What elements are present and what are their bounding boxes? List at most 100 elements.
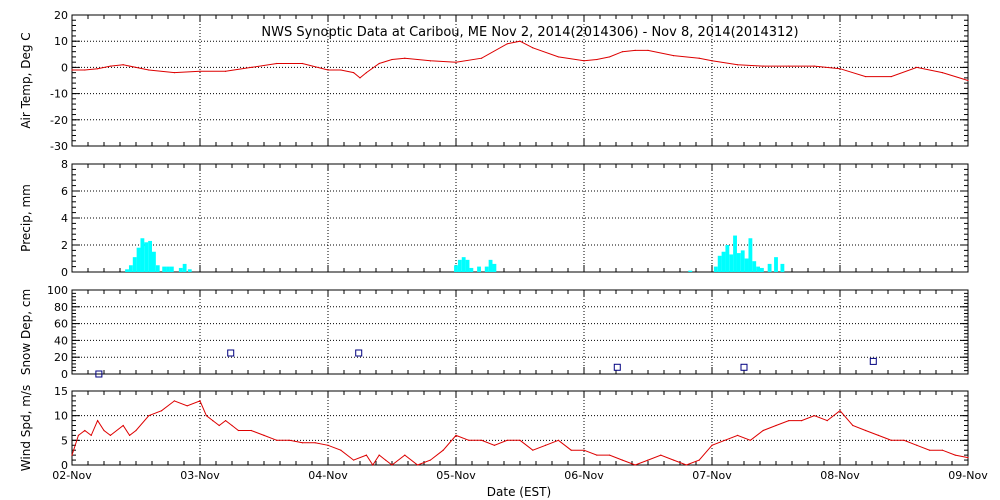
data-point — [570, 449, 572, 451]
precip-bar — [140, 238, 145, 272]
precip-bar — [152, 251, 156, 272]
data-point — [519, 40, 521, 42]
data-point — [621, 51, 624, 53]
data-point — [583, 449, 585, 451]
data-point — [890, 439, 892, 441]
data-point — [289, 439, 291, 441]
data-point — [250, 429, 252, 432]
data-point — [122, 424, 124, 427]
data-point — [365, 454, 367, 456]
data-point — [647, 49, 649, 51]
precip-bar — [744, 258, 749, 272]
data-point — [532, 47, 534, 49]
data-point — [941, 449, 944, 451]
x-tick-label: 05-Nov — [436, 469, 476, 482]
data-point — [724, 439, 726, 441]
y-tick-label: 6 — [61, 185, 68, 198]
y-tick-label: 80 — [54, 301, 68, 314]
precip-bar — [729, 254, 734, 272]
data-point — [199, 70, 201, 72]
data-point — [84, 69, 86, 71]
data-point — [340, 449, 342, 451]
data-point — [173, 400, 175, 402]
data-point — [788, 65, 790, 67]
precip-bar — [162, 266, 167, 272]
data-point — [385, 459, 387, 461]
precip-bar — [128, 265, 133, 272]
y-tick-label: 0 — [61, 368, 68, 381]
precip-bar — [465, 259, 470, 272]
data-point — [404, 57, 406, 59]
data-point — [506, 439, 508, 441]
data-point — [442, 449, 444, 451]
data-point — [301, 442, 303, 444]
precip-bar — [780, 263, 785, 272]
y-tick-label: 8 — [61, 158, 68, 171]
precip-bar — [733, 235, 737, 272]
data-point — [852, 424, 854, 427]
data-point — [609, 56, 611, 58]
precip-bar — [760, 267, 764, 272]
precip-bar — [144, 242, 149, 272]
data-point — [276, 62, 278, 65]
precip-bar — [148, 240, 152, 272]
data-point — [173, 72, 175, 74]
panel-1: 20 10 0 -10 -20 -30 Air Temp, Deg C — [19, 9, 969, 153]
data-point — [429, 459, 431, 461]
data-point — [372, 464, 374, 466]
precip-bar — [492, 263, 497, 272]
data-point — [596, 58, 598, 61]
precip-bar — [136, 247, 141, 272]
data-point — [327, 69, 329, 71]
plot-frame — [71, 289, 969, 375]
data-point — [250, 66, 252, 68]
data-point — [698, 57, 700, 59]
precip-bar — [461, 257, 466, 272]
precip-bar — [454, 265, 458, 272]
data-point — [865, 429, 867, 432]
data-point — [673, 459, 675, 461]
data-point — [404, 454, 406, 456]
data-point — [237, 429, 239, 432]
data-point — [621, 459, 624, 461]
snow-depth-marker — [95, 370, 103, 378]
y-tick-label: 40 — [54, 334, 68, 347]
data-point — [916, 444, 918, 446]
precip-bar — [774, 257, 778, 272]
data-point — [877, 434, 880, 436]
x-tick-label: 03-Nov — [180, 469, 220, 482]
data-point — [557, 56, 560, 58]
data-point — [839, 68, 841, 70]
y-tick-label: 0 — [61, 61, 68, 74]
data-point — [353, 459, 355, 461]
data-point — [481, 439, 483, 441]
data-point — [468, 439, 470, 441]
data-point — [71, 454, 73, 456]
data-point — [493, 444, 495, 446]
series-line — [72, 40, 969, 81]
y-tick-label: 0 — [61, 266, 68, 279]
y-tick-label: 10 — [54, 410, 68, 423]
precip-bar — [488, 259, 493, 272]
data-point — [545, 444, 547, 446]
precip-bar — [477, 266, 481, 272]
data-point — [218, 424, 220, 427]
snow-depth-marker — [869, 357, 877, 365]
precip-bar — [736, 253, 741, 272]
data-point — [762, 65, 764, 67]
precip-bar — [688, 270, 693, 272]
data-point — [762, 429, 764, 432]
y-axis-label: Snow Dep, cm — [19, 289, 33, 375]
snow-depth-marker — [740, 363, 748, 371]
data-point — [813, 65, 816, 67]
data-point — [557, 439, 560, 441]
data-point — [225, 420, 227, 422]
x-tick-label: 06-Nov — [564, 469, 604, 482]
data-point — [205, 415, 207, 417]
data-point — [340, 69, 342, 71]
y-tick-label: -10 — [50, 88, 68, 101]
data-point — [737, 434, 739, 436]
precip-bar — [182, 263, 187, 272]
precip-bar — [125, 269, 129, 272]
